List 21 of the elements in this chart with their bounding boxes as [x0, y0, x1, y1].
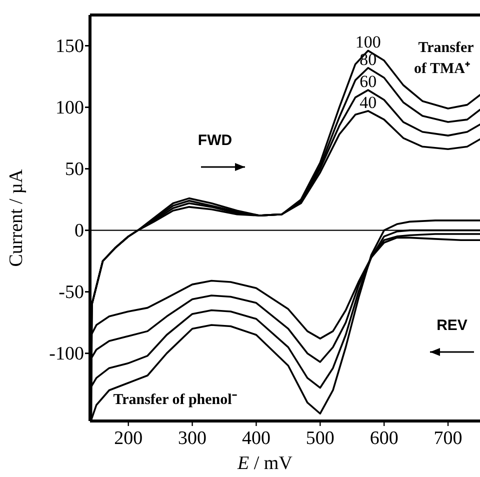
x-tick-label: 300	[178, 428, 207, 449]
x-tick-label: 400	[242, 428, 270, 449]
series-label: 60	[360, 72, 377, 92]
x-axis-title: E / mV	[236, 453, 293, 474]
y-tick-label: -100	[49, 343, 84, 364]
annotation: FWD	[198, 132, 232, 149]
series-label: 40	[360, 92, 377, 112]
series-label: 100	[355, 32, 381, 52]
x-tick-label: 500	[306, 428, 334, 449]
annotation: Transfer of phenol⁻	[113, 392, 237, 408]
x-tick-label: 600	[370, 428, 398, 449]
y-tick-label: 150	[56, 36, 84, 57]
y-tick-label: 0	[74, 220, 84, 242]
y-axis-title: Current / µA	[6, 168, 27, 267]
annotation: REV	[436, 317, 468, 334]
x-tick-label: 200	[114, 428, 143, 449]
y-tick-label: 100	[56, 97, 84, 118]
annotation: Transfer of TMA⁺	[414, 40, 474, 77]
y-tick-label: 50	[65, 158, 84, 180]
x-tick-label: 700	[434, 428, 462, 449]
y-tick-label: -50	[58, 282, 84, 303]
